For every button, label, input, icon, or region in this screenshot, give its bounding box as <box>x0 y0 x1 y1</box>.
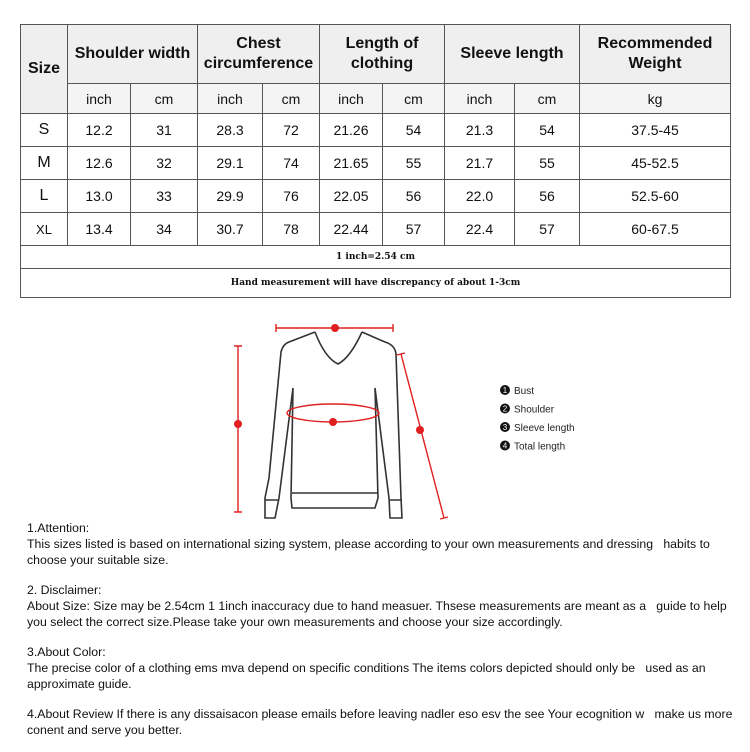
value-cell: 56 <box>382 179 445 213</box>
legend-number-2-icon <box>500 403 510 414</box>
value-cell: 12.6 <box>67 146 131 180</box>
value-cell: 12.2 <box>67 113 131 147</box>
value-cell: 60-67.5 <box>579 212 731 246</box>
unit: cm <box>382 83 445 114</box>
unit: cm <box>262 83 320 114</box>
value-cell: 21.7 <box>444 146 515 180</box>
value-cell: 54 <box>382 113 445 147</box>
size-cell: L <box>20 179 68 213</box>
note-body: This sizes listed is based on internatio… <box>27 537 714 567</box>
header-weight: Recommended Weight <box>579 24 731 84</box>
note-paragraph: 2. Disclaimer: About Size: Size may be 2.… <box>27 582 742 630</box>
table-row: S 12.2 31 28.3 72 21.26 54 21.3 54 37.5-45 <box>20 113 731 147</box>
legend-number: 4 <box>503 442 508 451</box>
value-cell: 52.5-60 <box>579 179 731 213</box>
value-cell: 13.4 <box>67 212 131 246</box>
table-row: L 13.0 33 29.9 76 22.05 56 22.0 56 52.5-60 <box>20 179 731 213</box>
notes-section: 1.Attention: This sizes listed is based o… <box>27 520 742 752</box>
header-length: Length of clothing <box>319 24 445 84</box>
note-paragraph: 4.About Review If there is any dissaisac… <box>27 706 742 738</box>
note-body: The precise color of a clothing ems mva … <box>27 661 709 691</box>
value-cell: 28.3 <box>197 113 263 147</box>
note-title: 3.About Color: <box>27 645 106 659</box>
note-title: 2. Disclaimer: <box>27 583 102 597</box>
value-cell: 55 <box>514 146 580 180</box>
value-cell: 13.0 <box>67 179 131 213</box>
marker-1-icon <box>329 418 337 426</box>
legend-label: Total length <box>514 442 565 453</box>
value-cell: 72 <box>262 113 320 147</box>
value-cell: 31 <box>130 113 198 147</box>
value-cell: 22.05 <box>319 179 383 213</box>
sweater-measurement-diagram: 1 Bust 2 Shoulder 3 Sleeve length 4 Total lengt… <box>234 324 575 520</box>
table-row: XL 13.4 34 30.7 78 22.44 57 22.4 57 60-67.5 <box>20 212 731 246</box>
legend-number-3-icon <box>500 422 510 432</box>
value-cell: 21.26 <box>319 113 383 147</box>
value-cell: 45-52.5 <box>579 146 731 180</box>
value-cell: 29.9 <box>197 179 263 213</box>
value-cell: 32 <box>130 146 198 180</box>
note-body: About Size: Size may be 2.54cm 1 1inch i… <box>27 599 731 629</box>
value-cell: 33 <box>130 179 198 213</box>
value-cell: 74 <box>262 146 320 180</box>
value-cell: 22.4 <box>444 212 515 246</box>
sweater-outline-icon <box>264 331 403 519</box>
legend-label: Bust <box>514 386 534 397</box>
value-cell: 22.0 <box>444 179 515 213</box>
header-shoulder-width: Shoulder width <box>67 24 198 84</box>
size-cell: XL <box>20 212 68 246</box>
table-row: M 12.6 32 29.1 74 21.65 55 21.7 55 45-52.5 <box>20 146 731 180</box>
note-title: 1.Attention: <box>27 521 90 535</box>
unit: kg <box>579 83 731 114</box>
value-cell: 56 <box>514 179 580 213</box>
value-cell: 34 <box>130 212 198 246</box>
unit: inch <box>197 83 263 114</box>
marker-4-icon <box>234 420 242 428</box>
unit: inch <box>444 83 515 114</box>
discrepancy-note: Hand measurement will have discrepancy o… <box>20 268 731 298</box>
unit: inch <box>67 83 131 114</box>
legend-number: 3 <box>503 423 508 432</box>
unit: cm <box>514 83 580 114</box>
value-cell: 54 <box>514 113 580 147</box>
note-body: 4.About Review If there is any dissaisac… <box>27 707 736 737</box>
legend-number-4-icon <box>500 440 510 451</box>
size-chart-table: Size Shoulder width Chest circumference … <box>20 24 731 298</box>
value-cell: 21.65 <box>319 146 383 180</box>
value-cell: 22.44 <box>319 212 383 246</box>
header-chest: Chest circumference <box>197 24 320 84</box>
legend-number: 2 <box>503 405 508 414</box>
unit: cm <box>130 83 198 114</box>
legend-label: Shoulder <box>514 405 555 416</box>
conversion-note: 1 inch=2.54 cm <box>20 245 731 269</box>
header-sleeve: Sleeve length <box>444 24 580 84</box>
value-cell: 29.1 <box>197 146 263 180</box>
size-cell: S <box>20 113 68 147</box>
value-cell: 37.5-45 <box>579 113 731 147</box>
legend-label: Sleeve length <box>514 423 575 434</box>
value-cell: 76 <box>262 179 320 213</box>
value-cell: 57 <box>382 212 445 246</box>
legend-number-1-icon <box>500 385 510 395</box>
marker-3-icon <box>416 426 424 434</box>
value-cell: 21.3 <box>444 113 515 147</box>
note-paragraph: 1.Attention: This sizes listed is based o… <box>27 520 742 568</box>
header-size: Size <box>20 24 68 114</box>
legend-number: 1 <box>503 386 508 395</box>
marker-2-icon <box>331 324 339 332</box>
value-cell: 57 <box>514 212 580 246</box>
value-cell: 78 <box>262 212 320 246</box>
value-cell: 55 <box>382 146 445 180</box>
unit: inch <box>319 83 383 114</box>
size-cell: M <box>20 146 68 180</box>
value-cell: 30.7 <box>197 212 263 246</box>
note-paragraph: 3.About Color: The precise color of a clo… <box>27 644 742 692</box>
